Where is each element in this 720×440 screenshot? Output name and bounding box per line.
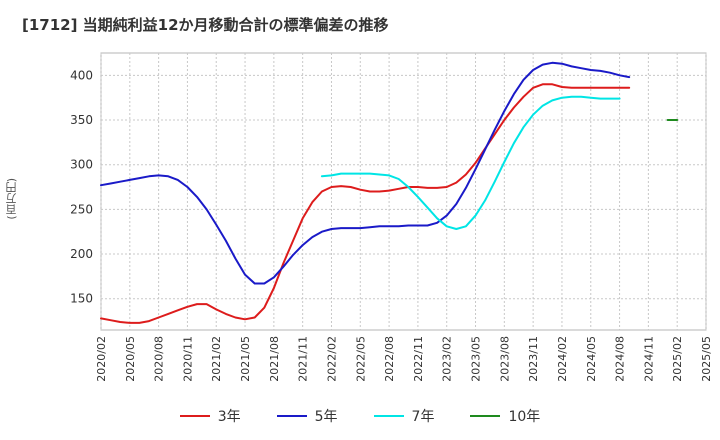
x-tick-label: 2020/08 (153, 336, 166, 382)
x-tick-label: 2024/11 (642, 336, 655, 382)
legend-swatch (276, 415, 307, 417)
x-tick-label: 2024/02 (556, 336, 569, 382)
x-tick-label: 2023/05 (470, 336, 483, 382)
x-tick-label: 2021/02 (210, 336, 223, 382)
legend-swatch (373, 415, 404, 417)
x-tick-label: 2023/08 (498, 336, 511, 382)
y-tick-label: 150 (70, 292, 93, 306)
grid-lines (100, 53, 707, 330)
y-tick-label: 350 (70, 113, 93, 127)
x-tick-label: 2020/02 (95, 336, 108, 382)
x-tick-label: 2021/08 (268, 336, 281, 382)
x-tick-label: 2020/11 (181, 336, 194, 382)
x-tick-label: 2022/05 (354, 336, 367, 382)
x-tick-label: 2021/11 (297, 336, 310, 382)
legend-label: 5年 (314, 409, 338, 425)
chart-title: [1712] 当期純利益12か月移動合計の標準偏差の推移 (22, 16, 389, 34)
y-tick-label: 200 (70, 247, 93, 261)
series-line-5年 (100, 61, 631, 285)
series-line-3年 (100, 83, 631, 324)
x-tick-label: 2022/02 (325, 336, 338, 382)
x-tick-label: 2020/05 (124, 336, 137, 382)
y-tick-label: 300 (70, 158, 93, 172)
x-tick-label: 2025/05 (700, 336, 713, 382)
x-tick-label: 2022/08 (383, 336, 396, 382)
x-tick-label: 2024/05 (585, 336, 598, 382)
legend-label: 3年 (217, 409, 241, 425)
x-tick-label: 2023/02 (441, 336, 454, 382)
y-tick-label: 250 (70, 202, 93, 216)
legend-item: 3年 (179, 406, 241, 426)
x-tick-label: 2023/11 (527, 336, 540, 382)
legend-label: 7年 (411, 409, 435, 425)
x-tick-label: 2022/11 (412, 336, 425, 382)
y-tick-label: 400 (70, 68, 93, 82)
legend-label: 10年 (508, 409, 541, 425)
y-tick-labels: 150 200 250 300 350 400 (70, 68, 93, 305)
series-line-7年 (320, 95, 621, 230)
x-tick-label: 2021/05 (239, 336, 252, 382)
legend-swatch (179, 415, 210, 417)
legend: 3年 5年 7年 10年 (0, 404, 720, 428)
legend-item: 10年 (470, 406, 540, 426)
series-lines (100, 61, 679, 324)
legend-item: 7年 (373, 406, 435, 426)
legend-item: 5年 (276, 406, 338, 426)
x-tick-label: 2024/08 (614, 336, 627, 382)
legend-swatch (470, 415, 501, 417)
x-tick-label: 2025/02 (671, 336, 684, 382)
x-tick-labels: 2020/02 2020/05 2020/08 2020/11 2021/02 2021/… (95, 336, 713, 382)
